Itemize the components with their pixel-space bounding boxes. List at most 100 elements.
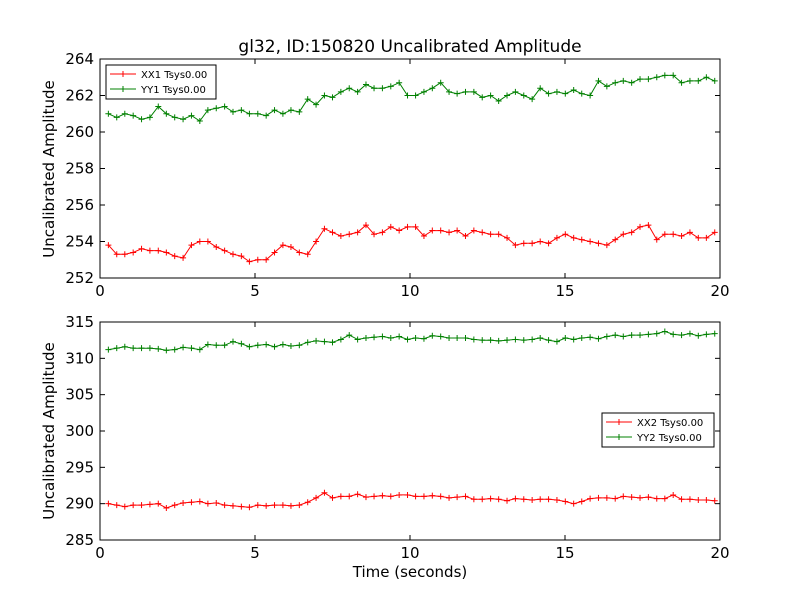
data-point [263, 341, 270, 348]
data-point [229, 338, 236, 345]
data-point [661, 72, 668, 79]
data-point [130, 345, 137, 352]
data-point [213, 105, 220, 112]
data-point [545, 240, 552, 247]
y-tick-label: 300 [65, 422, 94, 440]
data-point [603, 333, 610, 340]
data-point [379, 85, 386, 92]
x-tick-label: 0 [95, 282, 105, 300]
data-point [238, 107, 245, 114]
x-tick-label: 15 [555, 282, 574, 300]
data-point [396, 491, 403, 498]
data-point [512, 336, 519, 343]
series-0-1 [105, 72, 718, 125]
data-point [354, 491, 361, 498]
data-point [670, 231, 677, 238]
legend-label: YY2 Tsys0.00 [636, 433, 702, 444]
data-point [146, 114, 153, 121]
data-point [470, 496, 477, 503]
data-point [479, 496, 486, 503]
data-point [670, 331, 677, 338]
data-point [221, 247, 228, 254]
data-point [487, 92, 494, 99]
data-point [454, 334, 461, 341]
data-point [620, 77, 627, 84]
data-point [595, 77, 602, 84]
data-point [238, 253, 245, 260]
data-point [595, 240, 602, 247]
data-point [545, 496, 552, 503]
data-point [545, 90, 552, 97]
data-point [271, 502, 278, 509]
data-point [529, 497, 536, 504]
data-point [263, 112, 270, 119]
data-point [155, 345, 162, 352]
data-point [296, 342, 303, 349]
data-point [130, 112, 137, 119]
data-point [512, 495, 519, 502]
data-point [354, 336, 361, 343]
data-point [637, 223, 644, 230]
data-point [562, 90, 569, 97]
data-point [454, 90, 461, 97]
data-point [454, 227, 461, 234]
data-point [420, 88, 427, 95]
legend-marker [616, 434, 622, 440]
data-point [279, 341, 286, 348]
data-point [462, 493, 469, 500]
legend-marker [616, 419, 622, 425]
legend: XX2 Tsys0.00 YY2 Tsys0.00 [601, 412, 715, 448]
data-point [329, 494, 336, 501]
legend-marker [120, 71, 126, 77]
data-point [686, 229, 693, 236]
y-tick-label: 260 [65, 123, 94, 141]
data-point [404, 336, 411, 343]
data-point [670, 72, 677, 79]
data-point [678, 233, 685, 240]
data-point [254, 110, 261, 117]
data-point [495, 496, 502, 503]
data-point [254, 502, 261, 509]
y-tick-label: 315 [65, 313, 94, 331]
data-point [337, 88, 344, 95]
x-axis-title: Time (seconds) [352, 563, 468, 581]
series-0-0 [105, 222, 718, 265]
data-point [246, 504, 253, 511]
data-point [229, 502, 236, 509]
data-point [628, 79, 635, 86]
data-point [329, 229, 336, 236]
data-point [138, 116, 145, 123]
data-point [653, 330, 660, 337]
y-tick-label: 295 [65, 458, 94, 476]
data-point [429, 332, 436, 339]
data-point [637, 332, 644, 339]
data-point [196, 238, 203, 245]
data-point [263, 502, 270, 509]
data-point [628, 229, 635, 236]
data-point [603, 242, 610, 249]
data-point [396, 333, 403, 340]
series-1-1 [105, 328, 718, 354]
data-point [711, 229, 718, 236]
data-point [446, 229, 453, 236]
data-point [404, 92, 411, 99]
data-point [495, 231, 502, 238]
data-point [105, 500, 112, 507]
data-point [420, 493, 427, 500]
data-point [313, 238, 320, 245]
data-point [146, 247, 153, 254]
data-point [504, 234, 511, 241]
data-point [304, 499, 311, 506]
data-point [645, 331, 652, 338]
data-point [437, 227, 444, 234]
data-point [562, 498, 569, 505]
x-tick-label: 0 [95, 544, 105, 562]
data-point [204, 107, 211, 114]
data-point [379, 229, 386, 236]
data-point [653, 495, 660, 502]
data-point [678, 496, 685, 503]
data-point [454, 494, 461, 501]
data-point [437, 79, 444, 86]
data-point [246, 110, 253, 117]
bottom-y-axis-title: Uncalibrated Amplitude [40, 342, 58, 519]
